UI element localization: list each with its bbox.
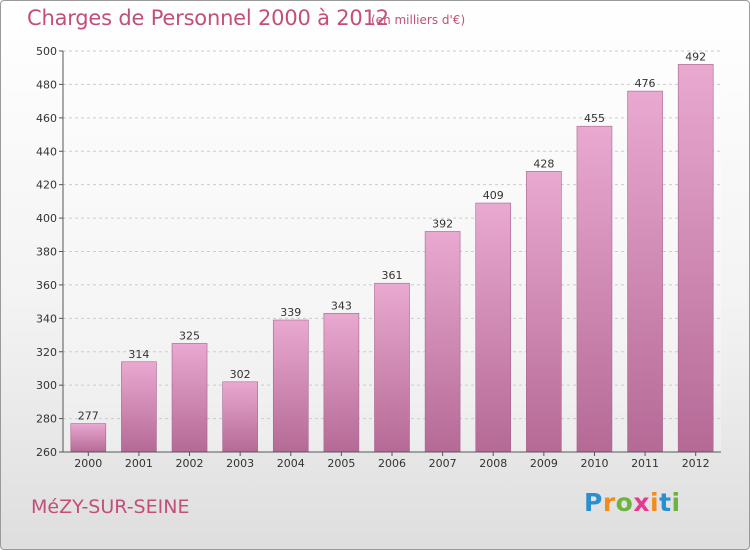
y-tick-label: 500	[36, 45, 57, 58]
y-tick-label: 360	[36, 279, 57, 292]
logo-letter: i	[671, 488, 681, 517]
y-tick-label: 480	[36, 78, 57, 91]
y-tick-label: 440	[36, 145, 57, 158]
chart-title: Charges de Personnel 2000 à 2012	[27, 6, 389, 30]
x-tick-label: 2004	[277, 457, 305, 470]
bar-2005	[323, 313, 360, 453]
y-tick-label: 420	[36, 179, 57, 192]
data-label-2001: 314	[128, 348, 149, 361]
data-label-2004: 339	[280, 306, 301, 319]
x-tick-label: 2006	[378, 457, 406, 470]
labels-layer: 277 314 325 302 339 343 361 392 409 428 455 476 492	[78, 50, 706, 422]
x-tick-label: 2001	[125, 457, 153, 470]
data-label-2002: 325	[179, 329, 200, 342]
x-tick-label: 2007	[429, 457, 457, 470]
bar-2007	[424, 231, 461, 453]
logo-letter: r	[602, 488, 616, 517]
bar-2009	[526, 171, 562, 453]
logo-letter: P	[584, 488, 603, 517]
y-tick-label: 260	[36, 446, 57, 459]
x-tick-label: 2008	[479, 457, 507, 470]
data-label-2012: 492	[685, 50, 706, 63]
data-label-2010: 455	[584, 112, 605, 125]
bar-2001	[121, 361, 157, 453]
data-label-2000: 277	[78, 410, 99, 423]
data-label-2011: 476	[635, 77, 656, 90]
x-tick-label: 2009	[530, 457, 558, 470]
y-tick-label: 300	[36, 379, 57, 392]
bar-2002	[171, 343, 208, 453]
data-label-2009: 428	[533, 157, 554, 170]
commune-name: MéZY-SUR-SEINE	[31, 496, 190, 518]
bar-2003	[222, 381, 258, 453]
x-tick-label: 2000	[74, 457, 102, 470]
logo-letter: t	[659, 488, 672, 517]
chart-subtitle: (en milliers d'€)	[371, 13, 466, 27]
bar-2008	[475, 202, 512, 453]
x-tick-label: 2012	[682, 457, 710, 470]
bar-2012	[677, 64, 714, 453]
x-tick-label: 2003	[226, 457, 254, 470]
proxiti-logo: Proxiti	[584, 488, 681, 517]
x-tick-label: 2011	[631, 457, 659, 470]
logo-letter: o	[615, 488, 634, 517]
bar-2010	[576, 125, 613, 453]
data-label-2006: 361	[382, 269, 403, 282]
y-tick-label: 340	[36, 312, 57, 325]
x-tick-label: 2005	[327, 457, 355, 470]
logo-letter: i	[650, 488, 660, 517]
data-label-2005: 343	[331, 299, 352, 312]
data-label-2008: 409	[483, 189, 504, 202]
bar-2000	[70, 423, 107, 453]
data-label-2003: 302	[230, 368, 251, 381]
bar-2011	[627, 90, 663, 453]
x-tick-label: 2002	[176, 457, 204, 470]
x-tick-label: 2010	[580, 457, 608, 470]
logo-letter: x	[633, 488, 650, 517]
data-label-2007: 392	[432, 217, 453, 230]
bars-layer	[70, 64, 714, 453]
y-tick-label: 380	[36, 246, 57, 259]
y-tick-label: 460	[36, 112, 57, 125]
bar-2004	[272, 319, 309, 453]
y-tick-label: 280	[36, 413, 57, 426]
y-tick-label: 320	[36, 346, 57, 359]
axis-layer: 260 280 300 320 340 360 380 400 420 440 460 480 500 2…	[36, 45, 721, 470]
y-tick-label: 400	[36, 212, 57, 225]
bar-2006	[374, 282, 410, 453]
